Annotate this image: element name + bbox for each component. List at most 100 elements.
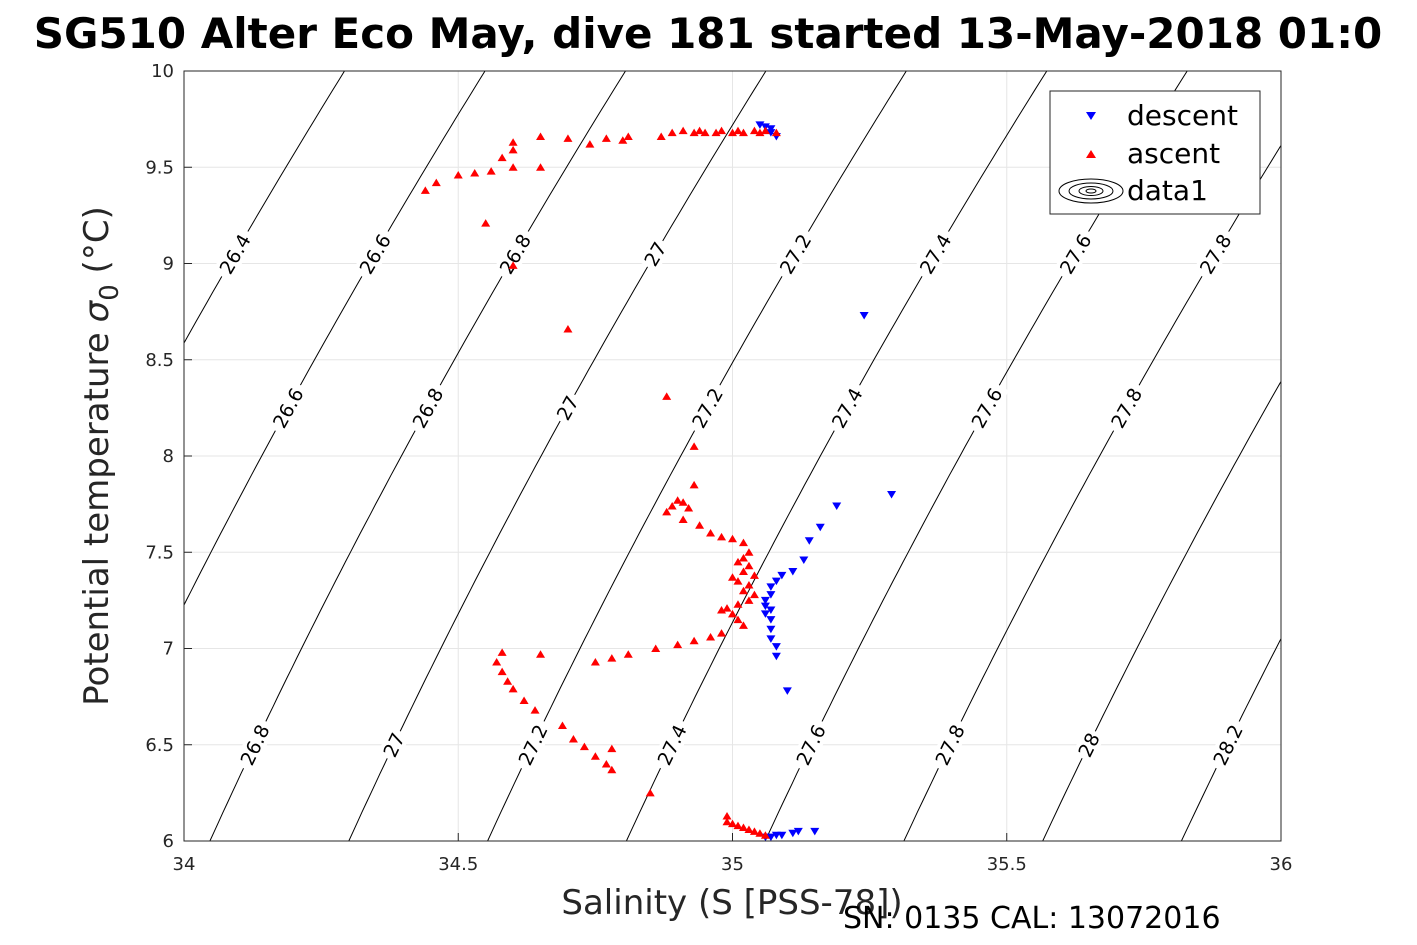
- ascent-point: [503, 677, 513, 685]
- ascent-point: [760, 831, 770, 839]
- ascent-point: [728, 573, 737, 581]
- y-tick-label: 8: [163, 446, 174, 467]
- ascent-point: [749, 571, 759, 579]
- legend-ascent-marker: [1086, 150, 1096, 158]
- ascent-point: [678, 498, 688, 506]
- y-tick-label: 10: [151, 61, 174, 82]
- contour-label-group: 27.4: [912, 225, 958, 282]
- ascent-point: [700, 128, 710, 137]
- ascent-point: [733, 600, 743, 608]
- density-contour-27: [348, 71, 767, 841]
- ascent-point: [497, 648, 507, 656]
- ascent-point: [623, 650, 633, 658]
- ascent-point: [738, 567, 748, 575]
- ascent-point: [728, 534, 737, 543]
- ascent-point: [717, 532, 727, 541]
- contour-label-group: 27.8: [1192, 225, 1239, 282]
- descent-point: [755, 121, 765, 129]
- descent-point: [810, 827, 820, 836]
- ascent-point: [733, 126, 743, 135]
- ascent-point: [645, 788, 655, 797]
- ascent-point: [607, 744, 617, 753]
- ascent-point: [733, 557, 743, 566]
- density-contour-26.6: [184, 71, 486, 607]
- contour-label-group: 27: [377, 726, 411, 764]
- ascent-point: [717, 606, 727, 614]
- ascent-point: [678, 515, 688, 524]
- legend-data1-label: data1: [1127, 174, 1208, 207]
- ascent-point: [651, 644, 661, 652]
- density-contour-27.4: [625, 71, 1048, 841]
- ascent-point: [755, 829, 765, 837]
- contour-label-bg: [1192, 225, 1239, 282]
- contour-label-bg: [912, 225, 958, 282]
- ascent-point: [530, 706, 540, 714]
- ascent-point: [590, 752, 600, 760]
- descent-point: [782, 687, 792, 695]
- contour-label-group: 27.6: [964, 379, 1009, 436]
- ascent-point: [492, 657, 502, 666]
- ascent-point: [722, 811, 732, 820]
- ascent-point: [623, 132, 633, 140]
- ascent-point: [738, 554, 748, 562]
- descent-point: [771, 643, 781, 651]
- y-tick-label: 8.5: [145, 350, 174, 371]
- ascent-point: [601, 134, 611, 142]
- contour-label-group: 27.4: [824, 379, 870, 436]
- ascent-point: [667, 128, 677, 137]
- ascent-point: [733, 615, 743, 624]
- contour-label-group: 26.6: [265, 379, 311, 436]
- ascent-point: [481, 219, 491, 227]
- x-tick-label: 34.5: [438, 854, 478, 875]
- descent-point: [766, 606, 776, 614]
- ascent-point: [678, 126, 688, 135]
- ascent-point: [470, 169, 480, 177]
- descent-point: [799, 556, 809, 564]
- contour-label-group: 26.4: [212, 225, 258, 282]
- ascent-point: [662, 507, 672, 516]
- ascent-point: [568, 734, 578, 743]
- ascent-point: [760, 126, 770, 135]
- ascent-point: [744, 825, 754, 833]
- ascent-point: [728, 819, 737, 828]
- descent-point: [766, 583, 776, 591]
- density-contour-28: [1042, 380, 1281, 841]
- ascent-point: [684, 503, 694, 512]
- ascent-point: [662, 392, 672, 400]
- ascent-point: [497, 667, 507, 676]
- ascent-point: [717, 629, 727, 637]
- ascent-point: [497, 153, 507, 162]
- density-contour-26.4: [184, 71, 345, 345]
- descent-point: [766, 625, 776, 634]
- ascent-point: [519, 696, 529, 704]
- ascent-point: [706, 632, 716, 641]
- contour-label-bg: [650, 716, 694, 773]
- descent-point: [760, 602, 770, 611]
- contour-label-bg: [772, 225, 818, 282]
- ascent-point: [744, 561, 754, 570]
- ascent-point: [749, 590, 759, 599]
- y-tick-label: 6: [163, 831, 174, 852]
- y-tick-label: 9.5: [145, 157, 174, 178]
- descent-point: [766, 591, 776, 599]
- contour-label-bg: [824, 379, 870, 436]
- ascent-point: [738, 621, 748, 629]
- y-axis-label-sigma: σ: [77, 299, 117, 322]
- ascent-point: [536, 650, 546, 658]
- y-axis-label-main: Potential temperature: [77, 332, 117, 705]
- ascent-point: [722, 817, 732, 826]
- ascent-point: [508, 138, 518, 146]
- descent-point: [859, 311, 869, 320]
- ascent-point: [431, 178, 441, 187]
- contour-label-bg: [377, 726, 411, 764]
- ascent-point: [673, 496, 683, 504]
- ascent-point: [755, 128, 765, 137]
- ascent-point: [738, 128, 748, 137]
- ascent-point: [689, 480, 699, 489]
- descent-point: [766, 833, 776, 842]
- ascent-point: [744, 548, 754, 556]
- legend-contour-icon: [1058, 178, 1124, 204]
- contour-label-bg: [550, 389, 585, 427]
- ascent-point: [738, 538, 748, 547]
- descent-point: [771, 652, 781, 661]
